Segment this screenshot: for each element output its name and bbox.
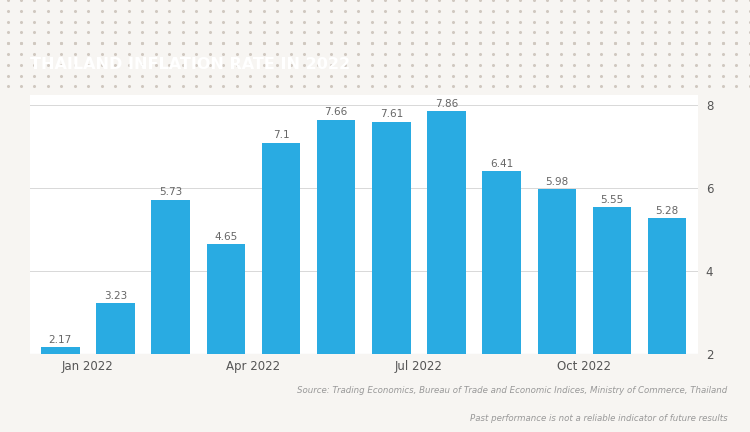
Text: 3.23: 3.23 — [104, 291, 128, 301]
Text: Past performance is not a reliable indicator of future results: Past performance is not a reliable indic… — [470, 414, 728, 423]
Bar — [206, 245, 245, 354]
Text: 6.41: 6.41 — [490, 159, 513, 169]
Text: 5.73: 5.73 — [159, 187, 182, 197]
Bar — [41, 347, 80, 354]
Bar — [152, 200, 190, 354]
Bar — [96, 303, 135, 354]
Text: 7.66: 7.66 — [325, 107, 348, 117]
Bar — [648, 218, 686, 354]
Bar — [482, 172, 521, 354]
Text: 5.28: 5.28 — [656, 206, 679, 216]
Bar — [592, 207, 632, 354]
Text: 5.55: 5.55 — [600, 194, 623, 204]
Bar — [316, 120, 356, 354]
Bar — [538, 189, 576, 354]
Bar — [372, 121, 411, 354]
Text: 7.86: 7.86 — [435, 99, 458, 109]
Text: Source: Trading Economics, Bureau of Trade and Economic Indices, Ministry of Com: Source: Trading Economics, Bureau of Tra… — [297, 386, 728, 395]
Text: 2.17: 2.17 — [49, 335, 72, 345]
Text: 4.65: 4.65 — [214, 232, 238, 242]
Bar — [427, 111, 466, 354]
Text: THAILAND INFLATION RATE IN 2022: THAILAND INFLATION RATE IN 2022 — [30, 57, 350, 72]
Text: 7.61: 7.61 — [380, 109, 403, 119]
Text: 5.98: 5.98 — [545, 177, 568, 187]
Bar — [262, 143, 300, 354]
Text: 7.1: 7.1 — [273, 130, 290, 140]
